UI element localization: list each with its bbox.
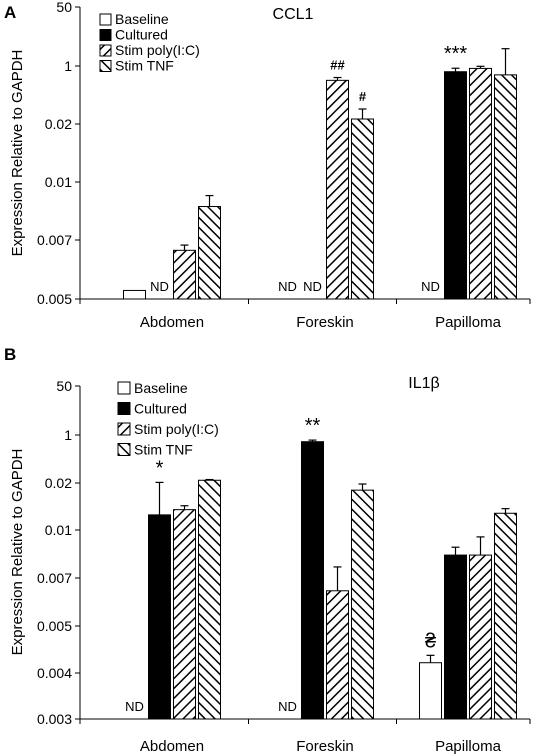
y-tick-label: 0.005 [37, 618, 72, 634]
legend-label: Baseline [134, 380, 188, 396]
legend-swatch [117, 381, 131, 395]
chart-panel-b: B IL1β Expression Relative to GAPDH 0.003 0.… [4, 345, 531, 755]
y-tick-label: 0.003 [37, 711, 72, 727]
bar [351, 118, 374, 300]
nd-label: ND [421, 279, 440, 294]
legend-label: Stim poly(I:C) [134, 421, 219, 437]
y-tick-label: 0.005 [37, 291, 72, 307]
bar [494, 512, 517, 720]
legend: Baseline Cultured Stim poly(I:C) Stim TNF [117, 380, 219, 458]
bar [123, 289, 146, 300]
x-tick-label: Foreskin [296, 314, 354, 331]
legend-swatch [117, 402, 131, 415]
y-tick-label: 1 [64, 427, 72, 443]
chart-title: IL1β [408, 375, 439, 392]
chart-panel-a: A CCL1 Expression Relative to GAPDH 0.005 0.… [4, 0, 531, 331]
legend-swatch [99, 13, 112, 26]
nd-label: ND [125, 699, 144, 714]
significance-label: ₴ [425, 630, 436, 652]
x-tick-label: Abdomen [140, 738, 204, 755]
y-tick-label: 0.01 [45, 522, 72, 538]
bar [173, 249, 196, 300]
significance-label: * [156, 457, 164, 479]
bar [419, 662, 442, 720]
bar [326, 79, 349, 300]
bar [469, 67, 492, 300]
y-tick-label: 0.007 [37, 570, 72, 586]
legend-label: Cultured [134, 401, 187, 417]
bar [198, 206, 221, 300]
chart-title: CCL1 [273, 6, 314, 23]
legend-swatch [99, 44, 112, 57]
legend-label: Cultured [115, 27, 168, 43]
y-tick-label: 0.007 [37, 232, 72, 248]
x-tick-label: Papilloma [435, 314, 502, 331]
x-tick-label: Foreskin [296, 738, 354, 755]
significance-label: ## [330, 58, 345, 73]
y-tick-label: 0.004 [37, 665, 72, 681]
bar [444, 71, 467, 300]
y-tick-label: 50 [56, 378, 72, 394]
legend-swatch [117, 443, 131, 456]
y-axis-label: Expression Relative to GAPDH [9, 449, 26, 656]
significance-label: # [359, 89, 367, 104]
y-tick-label: 1 [64, 58, 72, 74]
legend-label: Stim TNF [134, 442, 193, 458]
bar [326, 590, 349, 720]
significance-label: ** [305, 415, 321, 437]
nd-label: ND [278, 699, 297, 714]
nd-label: ND [150, 279, 169, 294]
y-axis-label: Expression Relative to GAPDH [9, 50, 26, 257]
bar [494, 74, 517, 300]
significance-label: *** [444, 43, 468, 65]
legend-swatch [99, 29, 112, 41]
bar [469, 554, 492, 720]
x-tick-label: Abdomen [140, 314, 204, 331]
bar [351, 489, 374, 720]
nd-label: ND [278, 279, 297, 294]
y-tick-label: 0.01 [45, 174, 72, 190]
bar [173, 509, 196, 720]
bar [444, 554, 467, 720]
nd-label: ND [303, 279, 322, 294]
legend-label: Stim poly(I:C) [115, 42, 200, 58]
legend-label: Stim TNF [115, 58, 174, 74]
panel-label: B [4, 345, 16, 364]
y-tick-label: 0.02 [45, 116, 72, 132]
bar [198, 479, 221, 720]
legend-label: Baseline [115, 11, 169, 27]
x-tick-label: Papilloma [435, 738, 502, 755]
y-tick-label: 0.02 [45, 475, 72, 491]
legend-swatch [99, 60, 112, 72]
y-tick-label: 50 [56, 0, 72, 15]
bar [301, 441, 324, 720]
panel-label: A [4, 3, 16, 22]
bar [148, 514, 171, 720]
legend-swatch [117, 422, 131, 436]
